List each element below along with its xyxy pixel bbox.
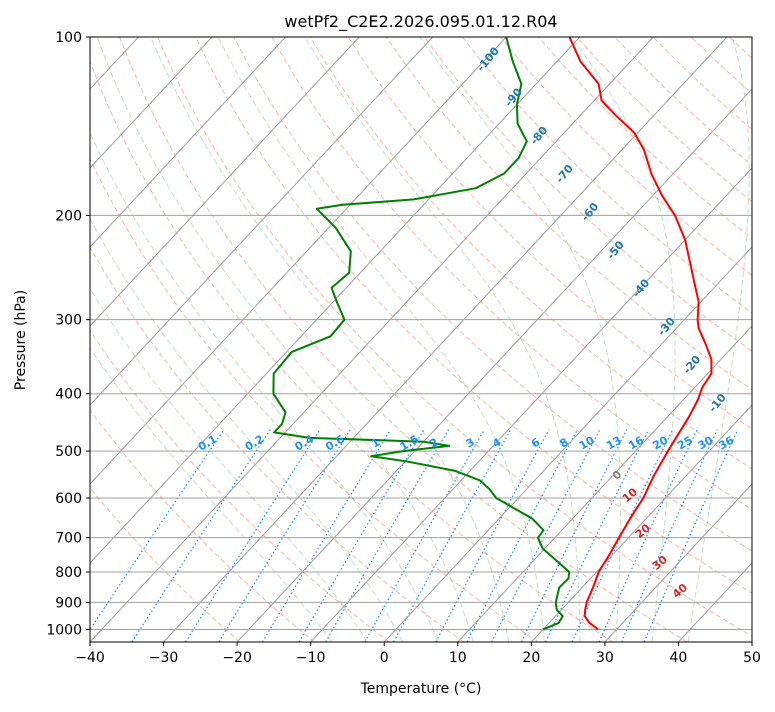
x-tick-label: −40 bbox=[75, 650, 105, 666]
y-tick-label: 400 bbox=[55, 387, 82, 403]
x-tick-label: −10 bbox=[296, 650, 326, 666]
x-tick-label: 0 bbox=[380, 650, 389, 666]
x-axis-label: Temperature (°C) bbox=[360, 681, 482, 697]
y-tick-label: 800 bbox=[55, 565, 82, 581]
x-tick-label: −30 bbox=[149, 650, 179, 666]
y-tick-label: 700 bbox=[55, 531, 82, 547]
x-tick-label: 10 bbox=[449, 650, 467, 666]
x-tick-label: 30 bbox=[596, 650, 614, 666]
y-tick-label: 600 bbox=[55, 491, 82, 507]
y-tick-label: 500 bbox=[55, 444, 82, 460]
y-tick-label: 100 bbox=[55, 30, 82, 46]
x-tick-label: 50 bbox=[743, 650, 761, 666]
y-axis-label: Pressure (hPa) bbox=[13, 290, 29, 390]
x-tick-label: 40 bbox=[670, 650, 688, 666]
x-tick-label: −20 bbox=[222, 650, 252, 666]
y-tick-label: 900 bbox=[55, 595, 82, 611]
x-tick-label: 20 bbox=[522, 650, 540, 666]
y-tick-label: 1000 bbox=[46, 622, 82, 638]
chart-title: wetPf2_C2E2.2026.095.01.12.R04 bbox=[284, 12, 557, 32]
y-tick-label: 300 bbox=[55, 313, 82, 329]
y-tick-label: 200 bbox=[55, 208, 82, 224]
